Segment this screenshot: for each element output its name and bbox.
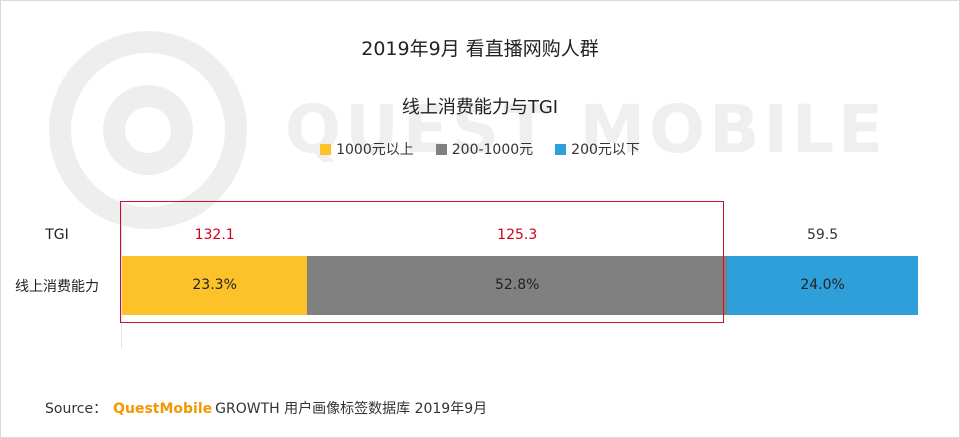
bar-segment [122,256,308,315]
highlight-box [120,201,724,323]
legend-swatch [435,143,447,155]
legend-label: 1000元以上 [336,142,414,158]
source-prefix: Source： [45,401,108,417]
legend-label: 200元以下 [571,142,640,158]
bar-value-label: 24.0% [800,277,845,293]
tgi-value-label: 132.1 [194,227,235,243]
legend: 1000元以上 200-1000元 200元以下 [0,139,960,159]
category-label: 线上消费能力 [15,279,99,295]
legend-item: 1000元以上 [320,139,414,159]
tgi-row-label: TGI [45,227,69,243]
legend-swatch [555,143,567,155]
category-axis-line [121,204,122,348]
page-title: 2019年9月 看直播网购人群 [361,38,599,60]
source-text: GROWTH 用户画像标签数据库 2019年9月 [215,401,488,417]
source-brand: QuestMobile [113,401,213,417]
legend-swatch [320,143,332,155]
legend-item: 200元以下 [555,139,640,159]
source-line: Source： QuestMobile GROWTH 用户画像标签数据库 201… [45,398,487,418]
tgi-value-label: 125.3 [497,227,538,243]
bar-value-label: 52.8% [494,277,540,293]
bar-value-label: 23.3% [192,277,237,293]
legend-label: 200-1000元 [451,142,534,158]
chart-title: 线上消费能力与TGI [401,97,559,118]
legend-item: 200-1000元 [435,139,534,159]
tgi-value-label: 59.5 [806,227,839,243]
bar-segment [727,256,918,315]
bar-segment [307,256,728,315]
